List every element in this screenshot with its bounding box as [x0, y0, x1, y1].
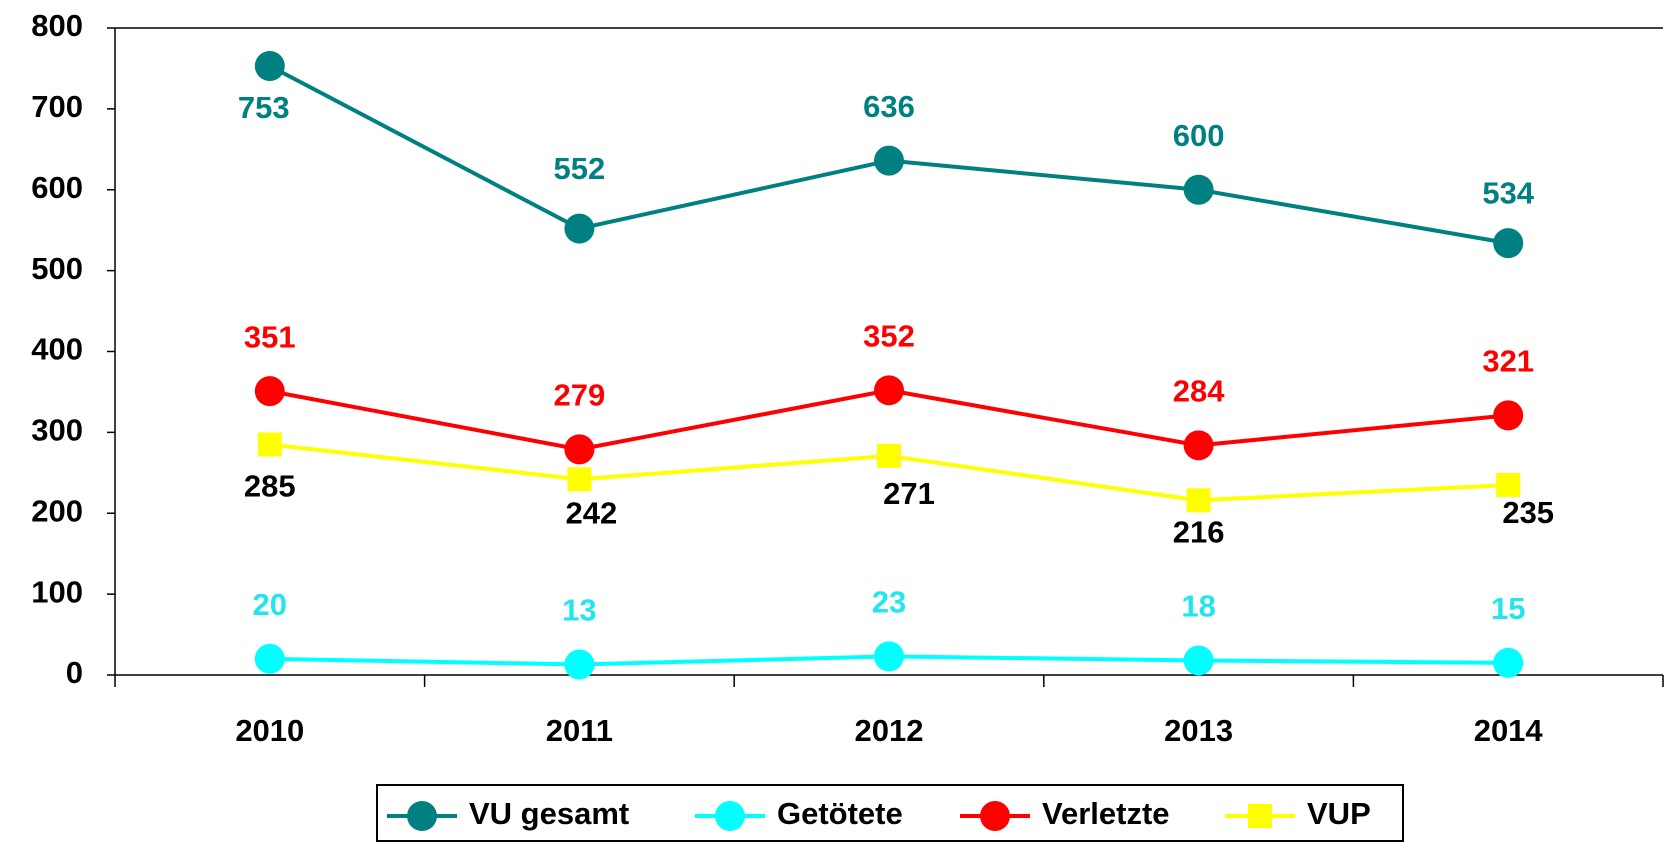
data-label: 285 [244, 469, 296, 504]
marker [567, 467, 592, 492]
data-label: 15 [1491, 591, 1525, 626]
data-label: 242 [566, 495, 618, 530]
data-label: 271 [883, 476, 935, 511]
x-tick-label: 2014 [1474, 713, 1544, 748]
marker [1183, 174, 1214, 205]
legend-marker [1248, 804, 1272, 828]
data-label: 18 [1181, 589, 1215, 624]
marker [564, 213, 595, 244]
y-tick-label: 600 [31, 170, 83, 205]
marker [1493, 647, 1524, 678]
marker [874, 375, 904, 406]
legend-entry: Getötete [695, 796, 903, 831]
legend: VU gesamt Getötete Verletzte VUP [376, 784, 1404, 842]
y-tick-label: 100 [31, 574, 83, 609]
legend-entry: VUP [1225, 796, 1371, 831]
legend-marker [980, 801, 1010, 831]
legend-label: VU gesamt [469, 796, 629, 831]
data-label: 636 [863, 89, 915, 124]
data-label: 552 [554, 151, 606, 186]
data-label: 23 [872, 585, 906, 620]
y-tick-label: 0 [66, 655, 83, 690]
marker [564, 434, 595, 465]
data-label: 600 [1173, 118, 1225, 153]
data-label: 216 [1173, 514, 1225, 549]
data-label: 351 [244, 319, 296, 354]
x-tick-label: 2010 [235, 713, 304, 748]
marker [874, 145, 904, 176]
legend-marker [407, 801, 437, 831]
data-label: 352 [863, 319, 915, 354]
legend-marker [715, 801, 745, 831]
data-label: 753 [238, 90, 290, 125]
legend-entry: VU gesamt [387, 796, 629, 831]
marker [1493, 228, 1524, 259]
x-tick-label: 2013 [1164, 713, 1233, 748]
marker [254, 643, 285, 674]
legend-label: VUP [1307, 796, 1371, 831]
y-tick-label: 700 [31, 89, 83, 124]
data-label: 13 [562, 593, 596, 628]
data-label: 284 [1173, 374, 1225, 409]
y-tick-label: 200 [31, 493, 83, 528]
data-label: 235 [1502, 495, 1554, 530]
data-label: 321 [1482, 344, 1534, 379]
y-tick-label: 500 [31, 251, 83, 286]
legend-box [376, 784, 1404, 842]
marker [564, 649, 595, 680]
x-tick-label: 2011 [546, 713, 613, 748]
data-label: 534 [1482, 175, 1534, 210]
marker [1496, 472, 1521, 497]
legend-label: Verletzte [1042, 796, 1170, 831]
marker [254, 51, 285, 82]
legend-entry: Verletzte [960, 796, 1170, 831]
marker [254, 376, 285, 407]
marker [257, 432, 282, 457]
marker [877, 443, 901, 468]
data-label: 279 [554, 378, 606, 413]
y-tick-label: 400 [31, 332, 83, 367]
x-tick-label: 2012 [855, 713, 924, 748]
marker [874, 641, 904, 672]
legend-label: Getötete [777, 796, 903, 831]
y-tick-label: 800 [31, 8, 83, 43]
marker [1493, 400, 1524, 431]
marker [1183, 645, 1214, 676]
data-label: 20 [253, 587, 287, 622]
y-tick-label: 300 [31, 413, 83, 448]
marker [1186, 488, 1211, 513]
marker [1183, 430, 1214, 461]
